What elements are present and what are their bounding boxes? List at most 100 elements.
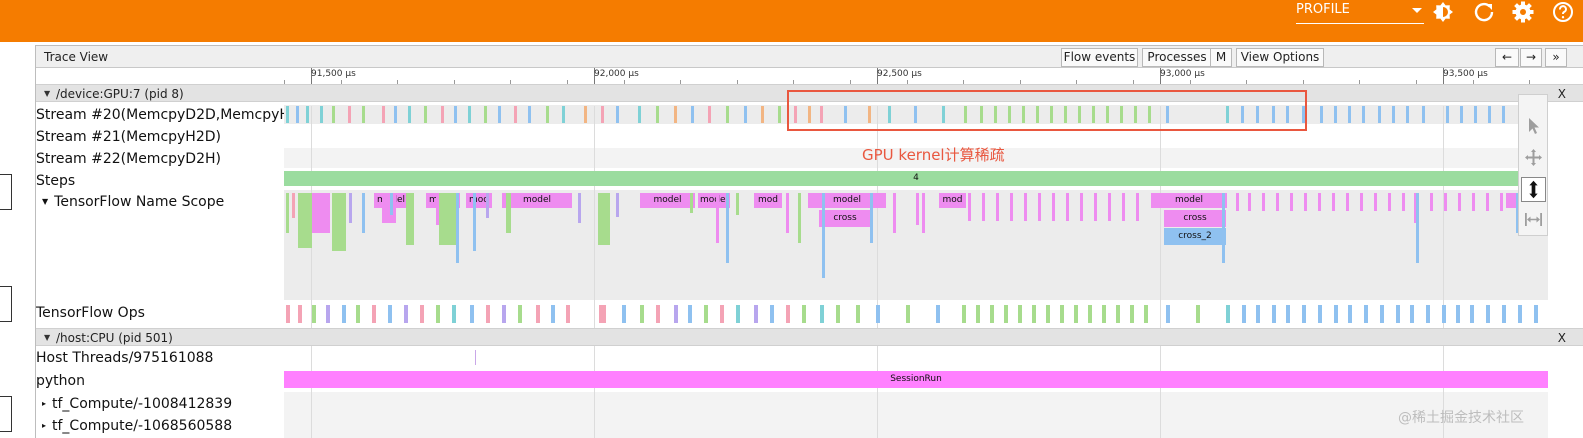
stream20-kernel[interactable] bbox=[888, 106, 891, 123]
tf-op-event[interactable] bbox=[802, 305, 806, 323]
tf-op-event[interactable] bbox=[1004, 305, 1008, 323]
stream20-kernel[interactable] bbox=[601, 106, 604, 123]
tf-op-event[interactable] bbox=[1088, 305, 1092, 323]
stream20-kernel[interactable] bbox=[408, 106, 411, 123]
close-process-button[interactable]: X bbox=[1557, 331, 1566, 345]
scope-event[interactable] bbox=[1080, 193, 1083, 221]
tf-op-event[interactable] bbox=[962, 305, 966, 323]
tf-op-event[interactable] bbox=[1364, 305, 1368, 323]
stream20-kernel[interactable] bbox=[1272, 106, 1275, 123]
stream20-kernel[interactable] bbox=[286, 106, 289, 123]
tf-op-event[interactable] bbox=[1074, 305, 1078, 323]
scope-event[interactable] bbox=[916, 193, 919, 225]
stream20-kernel[interactable] bbox=[424, 106, 427, 123]
tf-op-event[interactable] bbox=[640, 305, 644, 323]
tf-op-event[interactable] bbox=[1456, 305, 1460, 323]
tf-op-event[interactable] bbox=[436, 305, 440, 323]
step-slice[interactable]: 4 bbox=[284, 171, 1548, 186]
scope-event[interactable] bbox=[1318, 193, 1321, 211]
scope-event[interactable] bbox=[332, 193, 346, 251]
stream20-kernel[interactable] bbox=[942, 106, 945, 123]
stream20-kernel[interactable] bbox=[1392, 106, 1395, 123]
tf-op-event[interactable] bbox=[388, 305, 392, 323]
scope-event[interactable] bbox=[1444, 193, 1447, 211]
time-ruler[interactable]: 91,500 μs 92,000 μs 92,500 μs 93,000 μs … bbox=[36, 68, 1583, 84]
scope-event[interactable] bbox=[726, 193, 729, 263]
stream20-kernel[interactable] bbox=[1120, 106, 1123, 123]
tf-op-event[interactable] bbox=[1226, 305, 1230, 323]
scope-event[interactable] bbox=[1066, 193, 1069, 221]
tf-op-event[interactable] bbox=[786, 305, 790, 323]
help-icon[interactable] bbox=[1551, 0, 1575, 24]
tf-op-event[interactable] bbox=[622, 305, 626, 323]
scope-slice-model[interactable]: model bbox=[1151, 193, 1227, 208]
scope-event[interactable] bbox=[382, 193, 396, 223]
stream20-kernel[interactable] bbox=[761, 106, 764, 123]
stream20-kernel[interactable] bbox=[498, 106, 501, 123]
collapse-triangle-icon[interactable]: ▼ bbox=[42, 197, 49, 206]
refresh-icon[interactable] bbox=[1472, 0, 1496, 24]
tf-op-event[interactable] bbox=[1272, 305, 1276, 323]
stream20-kernel[interactable] bbox=[484, 106, 487, 123]
scope-event[interactable] bbox=[506, 193, 511, 233]
tf-op-event[interactable] bbox=[518, 305, 522, 323]
scope-event[interactable] bbox=[968, 193, 971, 221]
scope-event[interactable] bbox=[292, 193, 295, 218]
scope-slice-mod[interactable]: mod bbox=[939, 193, 966, 208]
nav-left-button[interactable]: ← bbox=[1495, 48, 1519, 67]
more-button[interactable]: » bbox=[1545, 48, 1567, 67]
tf-op-event[interactable] bbox=[688, 305, 692, 323]
row-label-tf-compute-2[interactable]: ▸ tf_Compute/-1068560588 bbox=[36, 418, 284, 434]
tf-op-event[interactable] bbox=[298, 305, 302, 323]
tf-op-event[interactable] bbox=[1256, 305, 1260, 323]
scope-event[interactable] bbox=[390, 193, 393, 215]
stream20-kernel[interactable] bbox=[994, 106, 997, 123]
scope-event[interactable] bbox=[922, 193, 925, 233]
collapse-triangle-icon[interactable]: ▼ bbox=[44, 333, 51, 342]
stream20-kernel[interactable] bbox=[1446, 106, 1449, 123]
nav-right-button[interactable]: → bbox=[1520, 48, 1542, 67]
stream20-kernel[interactable] bbox=[1256, 106, 1259, 123]
scope-event[interactable] bbox=[822, 193, 825, 278]
tf-op-event[interactable] bbox=[1166, 305, 1170, 323]
tf-op-event[interactable] bbox=[936, 305, 940, 323]
stream20-kernel[interactable] bbox=[794, 106, 797, 123]
scope-event[interactable] bbox=[1010, 193, 1013, 221]
stream20-kernel[interactable] bbox=[1050, 106, 1053, 123]
stream20-kernel[interactable] bbox=[1488, 106, 1491, 123]
stream20-kernel[interactable] bbox=[1406, 106, 1409, 123]
stream20-kernel[interactable] bbox=[1008, 106, 1011, 123]
tf-op-event[interactable] bbox=[1426, 305, 1430, 323]
stream20-kernel[interactable] bbox=[454, 106, 457, 123]
host-threads-track[interactable] bbox=[284, 346, 1548, 370]
scope-event[interactable] bbox=[1094, 193, 1097, 221]
scope-event[interactable] bbox=[1248, 193, 1251, 211]
stream20-kernel[interactable] bbox=[1106, 106, 1109, 123]
processes-button[interactable]: Processes bbox=[1142, 48, 1212, 67]
stream20-kernel[interactable] bbox=[1226, 106, 1229, 123]
stream21-track[interactable] bbox=[284, 124, 1548, 148]
tf-op-event[interactable] bbox=[736, 305, 740, 323]
tf-op-event[interactable] bbox=[536, 305, 540, 323]
stream20-kernel[interactable] bbox=[348, 106, 351, 123]
close-process-button[interactable]: X bbox=[1557, 87, 1566, 101]
stream20-kernel[interactable] bbox=[1422, 106, 1425, 123]
stream20-kernel[interactable] bbox=[1078, 106, 1081, 123]
scope-event[interactable] bbox=[439, 193, 459, 245]
tf-op-event[interactable] bbox=[1534, 305, 1538, 323]
tf-op-event[interactable] bbox=[452, 305, 456, 323]
tf-op-event[interactable] bbox=[1380, 305, 1384, 323]
tf-op-event[interactable] bbox=[1130, 305, 1134, 323]
stream20-kernel[interactable] bbox=[964, 106, 967, 123]
scope-event[interactable] bbox=[1122, 193, 1125, 221]
tf-op-event[interactable] bbox=[566, 305, 570, 323]
flow-events-button[interactable]: Flow events bbox=[1061, 48, 1138, 67]
tf-op-event[interactable] bbox=[1396, 305, 1400, 323]
tf-op-event[interactable] bbox=[674, 305, 678, 323]
stream20-kernel[interactable] bbox=[1348, 106, 1351, 123]
scope-event[interactable] bbox=[1236, 193, 1239, 211]
scope-event[interactable] bbox=[486, 193, 489, 218]
stream20-kernel[interactable] bbox=[744, 106, 747, 123]
tf-op-event[interactable] bbox=[1348, 305, 1352, 323]
stream20-kernel[interactable] bbox=[1362, 106, 1365, 123]
